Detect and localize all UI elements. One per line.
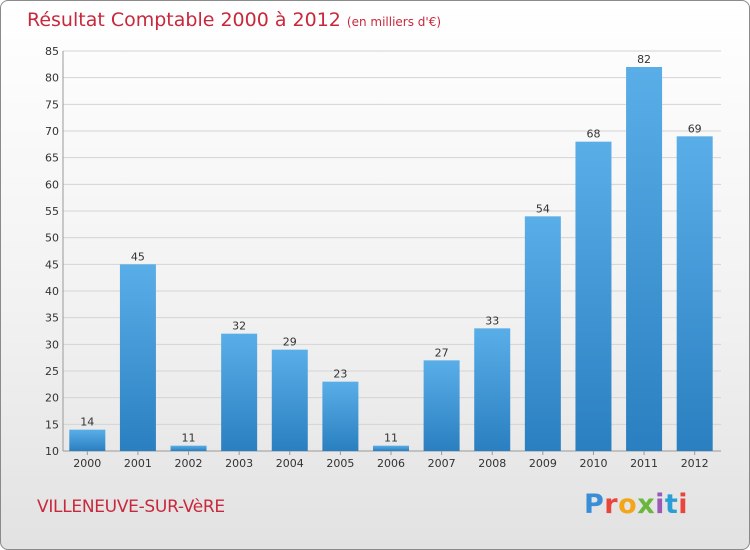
bar <box>423 360 460 451</box>
data-label: 45 <box>131 250 145 263</box>
y-tick-label: 45 <box>45 258 59 271</box>
y-tick-label: 70 <box>45 125 59 138</box>
data-label: 14 <box>80 416 94 429</box>
logo-letter: r <box>604 489 619 520</box>
logo-letter: i <box>655 489 665 520</box>
bar <box>119 264 156 451</box>
y-tick-label: 25 <box>45 365 59 378</box>
chart-title: Résultat Comptable 2000 à 2012 (en millie… <box>27 9 441 31</box>
x-tick-label: 2005 <box>326 457 354 470</box>
x-tick-label: 2011 <box>630 457 658 470</box>
data-label: 29 <box>283 336 297 349</box>
bar <box>221 333 258 451</box>
logo-letter: t <box>664 489 679 520</box>
x-tick-label: 2008 <box>478 457 506 470</box>
bar <box>524 216 561 451</box>
y-tick-label: 35 <box>45 312 59 325</box>
data-label: 69 <box>688 122 702 135</box>
data-label: 23 <box>333 368 347 381</box>
data-label: 27 <box>435 346 449 359</box>
x-tick-label: 2004 <box>276 457 304 470</box>
bar <box>626 67 663 451</box>
data-label: 54 <box>536 202 550 215</box>
bar-chart: 10 15 20 25 30 35 40 45 50 55 60 65 70 75 80 85 14 2000 45… <box>45 45 721 470</box>
y-tick-label: 80 <box>45 72 59 85</box>
bar <box>575 141 612 451</box>
title-unit: (en milliers d'€) <box>346 15 442 29</box>
x-tick-label: 2010 <box>579 457 607 470</box>
data-label: 33 <box>485 314 499 327</box>
y-tick-label: 85 <box>45 45 59 58</box>
y-tick-label: 60 <box>45 178 59 191</box>
y-tick-label: 55 <box>45 205 59 218</box>
y-tick-label: 30 <box>45 338 59 351</box>
bar <box>322 381 359 451</box>
x-tick-label: 2007 <box>428 457 456 470</box>
data-label: 11 <box>182 432 196 445</box>
x-tick-label: 2000 <box>73 457 101 470</box>
bar <box>271 349 308 451</box>
y-tick-label: 40 <box>45 285 59 298</box>
logo-letter: P <box>584 489 605 520</box>
y-tick-label: 15 <box>45 418 59 431</box>
bar <box>373 445 409 451</box>
logo-letter: x <box>637 489 656 520</box>
x-tick-label: 2009 <box>529 457 557 470</box>
data-label: 32 <box>232 320 246 333</box>
y-tick-label: 10 <box>45 445 59 458</box>
x-tick-label: 2006 <box>377 457 405 470</box>
x-tick-label: 2002 <box>175 457 203 470</box>
x-tick-label: 2012 <box>681 457 709 470</box>
bar <box>170 445 207 451</box>
y-tick-label: 75 <box>45 98 59 111</box>
data-label: 68 <box>586 128 600 141</box>
x-tick-label: 2001 <box>124 457 152 470</box>
proxiti-logo: Proxiti <box>584 489 688 520</box>
y-tick-label: 50 <box>45 232 59 245</box>
title-text: Résultat Comptable 2000 à 2012 <box>27 9 341 31</box>
logo-letter: o <box>618 489 638 520</box>
x-tick-label: 2003 <box>225 457 253 470</box>
bar <box>474 328 511 451</box>
y-tick-label: 20 <box>45 392 59 405</box>
data-label: 82 <box>637 53 651 66</box>
data-label: 11 <box>384 432 398 445</box>
y-tick-label: 65 <box>45 152 59 165</box>
logo-letter: i <box>678 489 689 520</box>
place-name: VILLENEUVE-SUR-VèRE <box>37 497 225 517</box>
bar <box>69 429 106 451</box>
bar <box>676 136 713 452</box>
